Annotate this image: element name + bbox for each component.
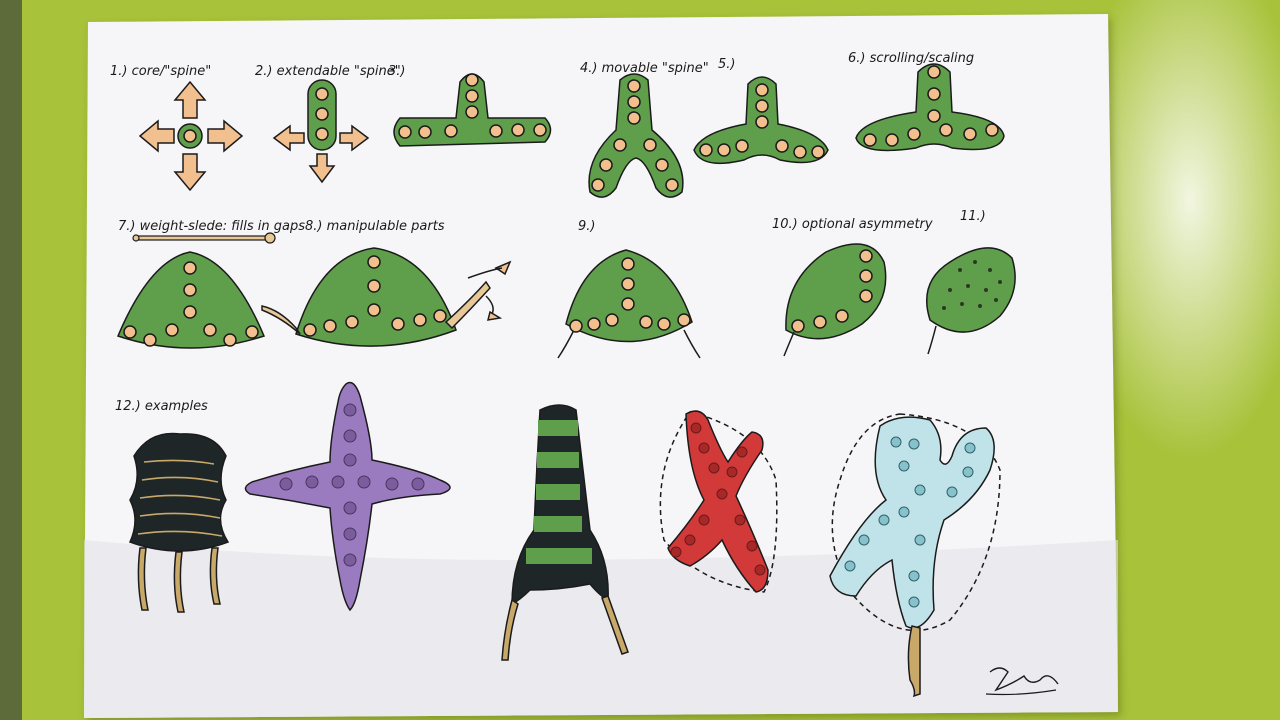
- table-glare: [1070, 0, 1280, 460]
- drawing-4-movable: [588, 73, 684, 198]
- example-purple-cross: [244, 381, 451, 612]
- label-10: 10.) optional asymmetry: [772, 217, 933, 232]
- drawing-7-slider: [132, 232, 276, 244]
- label-3: 3.): [388, 64, 405, 79]
- drawing-8-manipulable: [261, 247, 512, 347]
- example-red-x: [659, 410, 778, 593]
- label-7: 7.) weight-slede: fills in gaps: [118, 219, 305, 234]
- label-2: 2.) extendable "spine": [255, 64, 401, 79]
- signature: [985, 667, 1059, 696]
- drawing-2-extendable: [272, 79, 370, 184]
- label-9: 9.): [578, 219, 595, 234]
- label-12: 12.) examples: [115, 399, 208, 414]
- label-5: 5.): [718, 57, 735, 72]
- drawing-3-t-shape: [393, 73, 552, 147]
- drawing-5-three-arm: [693, 76, 829, 165]
- drawing-11-dotted: [926, 247, 1016, 355]
- label-11: 11.): [960, 209, 986, 224]
- drawing-6-scaling: [855, 63, 1005, 152]
- example-dark-striped: [128, 432, 230, 613]
- drawing-1-core: [138, 80, 244, 192]
- label-4: 4.) movable "spine": [580, 61, 709, 76]
- drawing-10-asymmetry: [783, 243, 887, 357]
- example-lightblue: [829, 413, 1001, 698]
- drawing-9-dome: [557, 249, 701, 359]
- drawing-7-dome: [116, 251, 266, 349]
- label-8: 8.) manipulable parts: [305, 219, 445, 234]
- example-green-striped: [501, 404, 629, 661]
- table-left-edge: [0, 0, 22, 720]
- label-6: 6.) scrolling/scaling: [848, 51, 974, 66]
- label-1: 1.) core/"spine": [110, 64, 211, 79]
